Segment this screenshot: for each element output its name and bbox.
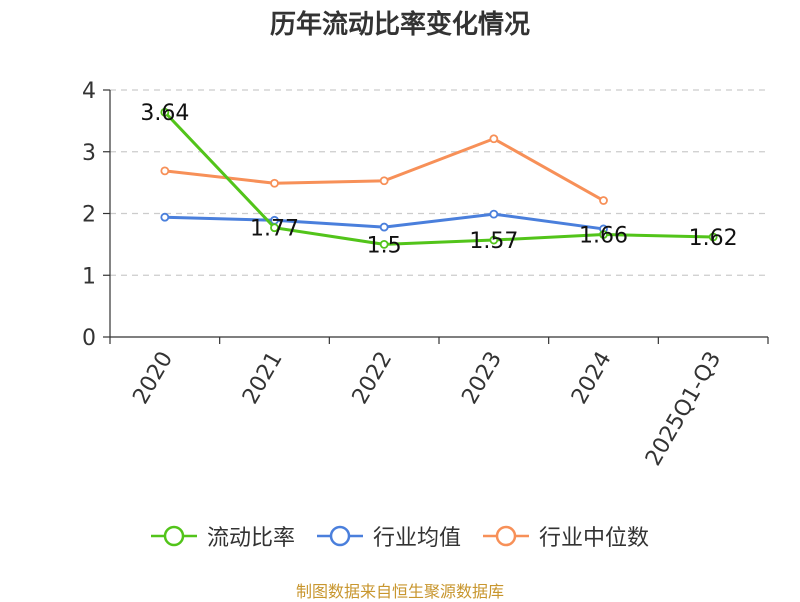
series-0-point-2 — [379, 239, 389, 249]
series-2-point-0 — [160, 166, 170, 176]
x-tick-label-0: 2020 — [128, 348, 178, 409]
series-0-point-0 — [160, 107, 170, 117]
series-2-point-1 — [270, 178, 279, 188]
data-label-1: 1.77 — [250, 217, 299, 242]
series-0-point-3 — [489, 235, 499, 245]
series-2-point-4 — [599, 196, 608, 205]
series-0-point-1 — [270, 223, 279, 233]
grid-lines — [110, 89, 768, 276]
legend-label-series-1: 行业均值 — [372, 526, 461, 551]
series-0-point-4 — [599, 230, 608, 239]
y-tick-label-1: 1 — [82, 264, 96, 289]
data-label-4: 1.66 — [579, 223, 628, 248]
chart-title: 历年流动比率变化情况 — [269, 10, 530, 40]
data-label-2: 1.5 — [367, 233, 402, 258]
legend: 流动比率 行业均值 行业中位数 — [0, 520, 800, 552]
legend-item-series-1[interactable]: 行业均值 — [316, 520, 461, 552]
line-chart: 0 1 2 3 4 2020 2021 2022 2023 2024 2025Q1-Q3 3.64 1… — [82, 79, 769, 471]
series-1-point-3 — [489, 209, 499, 219]
data-label-0: 3.64 — [140, 101, 189, 126]
series-line-2 — [164, 137, 605, 202]
legend-label-series-0: 流动比率 — [206, 526, 295, 551]
series-line-0 — [163, 111, 714, 246]
x-tick-label-3: 2023 — [457, 348, 507, 409]
y-tick-label-3: 3 — [82, 141, 96, 166]
series-1-point-2 — [379, 222, 389, 232]
x-tick-label-2: 2022 — [348, 348, 398, 409]
series-2-point-3 — [489, 134, 499, 144]
axes: 0 1 2 3 4 2020 2021 2022 2023 2024 2025Q1-Q3 — [82, 79, 769, 471]
data-labels: 3.64 1.77 1.5 1.57 1.66 1.62 — [140, 101, 737, 258]
series-1-point-0 — [160, 212, 170, 222]
legend-label-series-2: 行业中位数 — [539, 526, 650, 551]
series-lines — [160, 107, 718, 249]
legend-symbol-series-0 — [150, 525, 197, 547]
x-tick-label-4: 2024 — [567, 348, 617, 409]
legend-item-series-0[interactable]: 流动比率 — [150, 520, 295, 552]
legend-symbol-series-1 — [316, 525, 363, 547]
legend-symbol-series-2 — [483, 525, 529, 547]
series-0-point-5 — [708, 232, 718, 242]
data-label-5: 1.62 — [689, 226, 738, 251]
x-tick-label-1: 2021 — [238, 348, 288, 409]
source-note: 制图数据来自恒生聚源数据库 — [295, 582, 504, 601]
legend-item-series-2[interactable]: 行业中位数 — [483, 520, 649, 552]
y-tick-label-2: 2 — [82, 203, 96, 228]
y-tick-label-0: 0 — [82, 326, 96, 351]
x-tick-label-5: 2025Q1-Q3 — [641, 348, 726, 471]
series-2-point-2 — [379, 176, 389, 186]
data-label-3: 1.57 — [469, 229, 518, 254]
y-tick-label-4: 4 — [82, 79, 96, 104]
